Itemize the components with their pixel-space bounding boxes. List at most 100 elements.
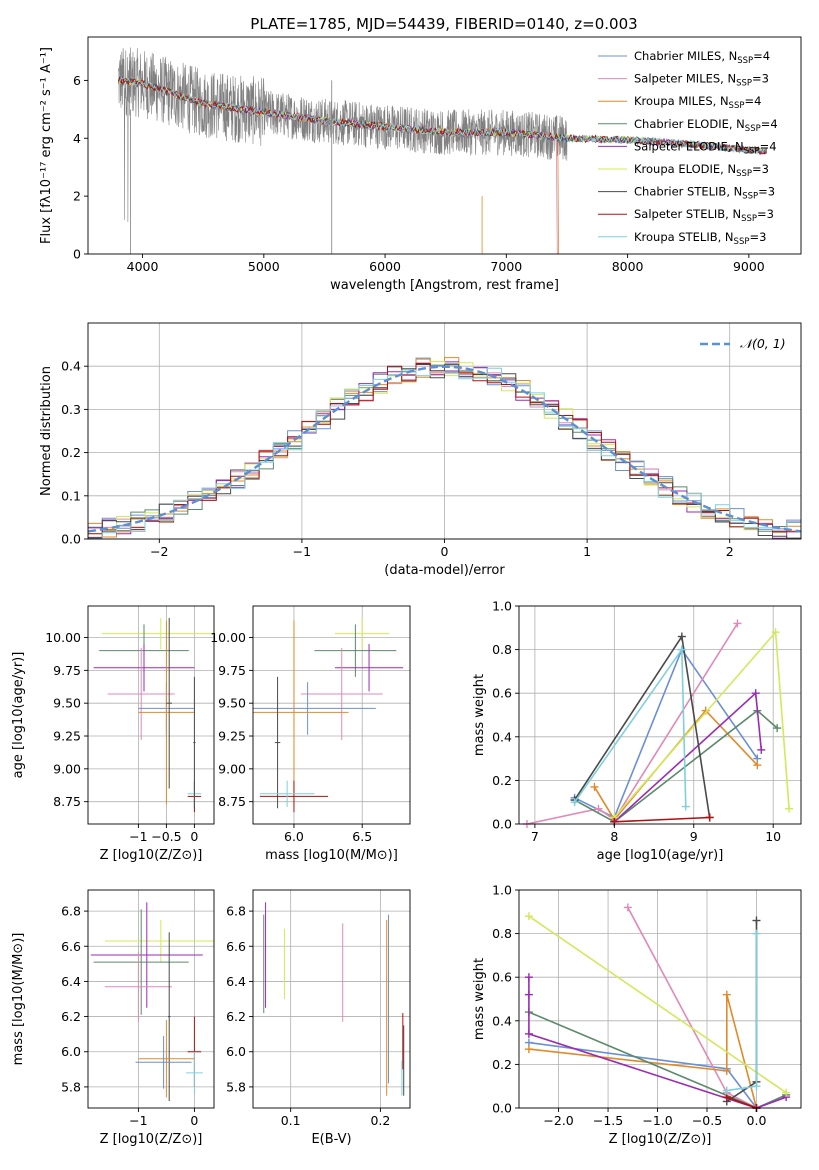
y-tick-label: 0.2 xyxy=(61,445,81,460)
weight-point-marker xyxy=(773,724,782,733)
y-tick-label: 1.0 xyxy=(492,599,512,614)
x-tick-label: 9000 xyxy=(733,259,765,274)
weight-point-marker xyxy=(524,912,533,921)
axes-frame xyxy=(518,889,802,1109)
x-tick-label: 0.0 xyxy=(747,1113,767,1128)
y-tick-label: 0.6 xyxy=(492,970,512,985)
legend-label: Salpeter MILES, NSSP=3 xyxy=(634,72,769,89)
weight-series-line xyxy=(627,907,757,1109)
y-tick-label: 6.8 xyxy=(226,904,246,919)
weight-point-marker xyxy=(594,804,603,813)
gaussian-curve xyxy=(88,365,801,533)
weight-series-line xyxy=(528,915,787,1094)
weight-point-marker xyxy=(524,990,533,999)
x-tick-label: −1 xyxy=(293,544,311,559)
x-tick-label: 10 xyxy=(765,829,781,844)
x-tick-label: 0 xyxy=(441,544,449,559)
weight-point-marker xyxy=(722,1086,731,1095)
legend-label: Salpeter STELIB, NSSP=3 xyxy=(634,207,774,224)
y-tick-label: 6.6 xyxy=(226,939,246,954)
weight-point-marker xyxy=(753,761,762,770)
y-axis-label: Flux [fλ10⁻¹⁷ erg cm⁻² s⁻¹ A⁻¹] xyxy=(39,47,54,244)
y-tick-label: 9.50 xyxy=(53,696,81,711)
x-tick-label: −0.5 xyxy=(151,829,181,844)
x-tick-label: −0.5 xyxy=(692,1113,722,1128)
legend-label: Salpeter ELODIE, NSSP=4 xyxy=(634,139,777,156)
x-tick-label: −1 xyxy=(129,1113,147,1128)
y-tick-label: 9.00 xyxy=(53,761,81,776)
x-tick-label: 6.5 xyxy=(352,829,372,844)
x-axis-label: (data-model)/error xyxy=(384,563,505,578)
y-tick-label: 6.4 xyxy=(226,974,246,989)
axes-frame xyxy=(87,889,215,1109)
x-tick-label: −2.0 xyxy=(543,1113,573,1128)
y-tick-label: 6.0 xyxy=(61,1044,81,1059)
x-tick-label: 0.1 xyxy=(281,1113,301,1128)
weight-series-line xyxy=(574,647,758,819)
y-tick-label: 6.0 xyxy=(226,1044,246,1059)
weight-point-marker xyxy=(524,973,533,982)
plot-area xyxy=(253,617,404,813)
x-tick-label: 0 xyxy=(190,829,198,844)
y-tick-label: 9.25 xyxy=(53,729,81,744)
x-tick-label: 6000 xyxy=(369,259,401,274)
x-tick-label: −1.0 xyxy=(642,1113,672,1128)
age-vs-mass-chart: 6.0 6.5 8.75 9.00 9.25 9.50 9.75 10.00 mass [log… xyxy=(210,605,411,863)
weight-point-marker xyxy=(524,1045,533,1054)
y-tick-label: 1.0 xyxy=(492,883,512,898)
figure-title: PLATE=1785, MJD=54439, FIBERID=0140, z=0… xyxy=(250,15,637,33)
spectrum-legend: Chabrier MILES, NSSP=4 Salpeter MILES, NS… xyxy=(598,49,778,247)
plot-area xyxy=(263,902,405,1096)
model-spectrum-line xyxy=(118,76,767,155)
y-axis-label: Normed distribution xyxy=(39,366,54,496)
x-axis-label: mass [log10(M/M⊙)] xyxy=(265,848,398,863)
weight-series-line xyxy=(528,994,758,1109)
x-axis-label: age [log10(age/yr)] xyxy=(597,848,724,863)
x-tick-label: 7000 xyxy=(490,259,522,274)
y-tick-label: 6.2 xyxy=(226,1009,246,1024)
weight-point-marker xyxy=(752,916,761,925)
weight-point-marker xyxy=(733,619,742,628)
y-tick-label: 0.1 xyxy=(61,488,81,503)
spectrum-chart: 4000 5000 6000 7000 8000 9000 0 2 4 6 wavelength [… xyxy=(39,36,802,293)
y-tick-label: 6 xyxy=(73,73,81,88)
y-tick-label: 10.00 xyxy=(210,630,246,645)
y-tick-label: 8.75 xyxy=(218,794,246,809)
weight-point-marker xyxy=(570,798,579,807)
weight-point-marker xyxy=(677,632,686,641)
y-tick-label: 5.8 xyxy=(61,1079,81,1094)
weight-point-marker xyxy=(677,645,686,654)
residuals-chart: −2 −1 0 1 2 0.0 0.1 0.2 0.3 0.4 (data-model)/error… xyxy=(39,322,802,578)
x-axis-label: Z [log10(Z/Z⊙)] xyxy=(609,1132,712,1147)
x-tick-label: 2 xyxy=(726,544,734,559)
y-tick-label: 0.2 xyxy=(492,1057,512,1072)
residuals-plot-area xyxy=(88,357,801,539)
y-tick-label: 8.75 xyxy=(53,794,81,809)
x-tick-label: 0.2 xyxy=(370,1113,390,1128)
weight-point-marker xyxy=(722,990,731,999)
x-tick-label: 7 xyxy=(531,829,539,844)
y-tick-label: 6.4 xyxy=(61,974,81,989)
weight-point-marker xyxy=(722,1066,731,1075)
legend-label: Kroupa ELODIE, NSSP=3 xyxy=(634,162,769,179)
y-tick-label: 0.3 xyxy=(61,402,81,417)
weight-point-marker xyxy=(752,929,761,938)
weight-point-marker xyxy=(590,782,599,791)
y-tick-label: 9.75 xyxy=(53,663,81,678)
y-tick-label: 0.4 xyxy=(61,359,81,374)
legend-label: Chabrier MILES, NSSP=4 xyxy=(634,49,770,66)
y-axis-label: mass weight xyxy=(472,958,487,1040)
x-tick-label: −2 xyxy=(150,544,168,559)
legend-label: Chabrier STELIB, NSSP=3 xyxy=(634,185,775,202)
y-tick-label: 0.8 xyxy=(492,926,512,941)
axes-frame xyxy=(87,605,215,825)
y-tick-label: 10.00 xyxy=(45,630,81,645)
weight-series-line xyxy=(574,709,778,823)
weight-point-marker xyxy=(757,745,766,754)
x-tick-label: 1 xyxy=(583,544,591,559)
axes-frame xyxy=(252,889,411,1109)
residual-histogram xyxy=(88,367,801,539)
plot-area xyxy=(90,902,214,1101)
x-axis-label: wavelength [Angstrom, rest frame] xyxy=(330,278,559,293)
legend-label: 𝒩(0, 1) xyxy=(740,336,786,351)
